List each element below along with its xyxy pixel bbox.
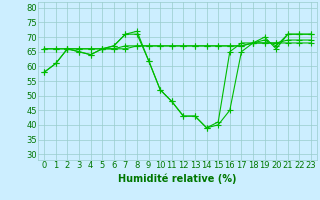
X-axis label: Humidité relative (%): Humidité relative (%) [118, 173, 237, 184]
